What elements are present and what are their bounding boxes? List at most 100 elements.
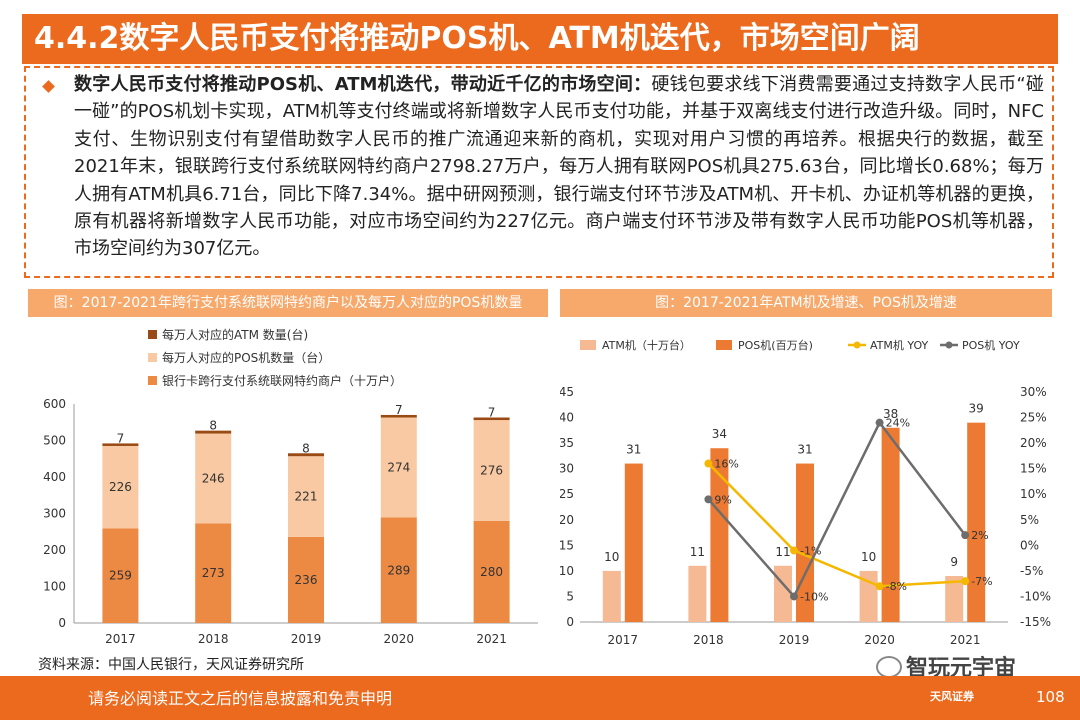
bar (945, 576, 964, 622)
x-tick-label: 2017 (608, 633, 639, 647)
legend-marker (853, 341, 861, 349)
legend-label: POS机(百万台) (738, 338, 813, 352)
data-label: 276 (480, 463, 503, 477)
y-left-tick-label: 10 (560, 564, 574, 578)
x-tick-label: 2019 (291, 632, 322, 646)
bar-value-label: 11 (690, 545, 705, 559)
series-line (707, 420, 967, 599)
x-tick-label: 2018 (693, 633, 724, 647)
y-right-tick-label: 10% (1020, 487, 1047, 501)
y-tick-label: 400 (43, 470, 66, 484)
y-left-tick-label: 30 (560, 462, 574, 476)
bar (881, 427, 900, 622)
y-left-tick-label: 20 (560, 513, 574, 527)
y-left-tick-label: 5 (566, 589, 574, 603)
bar (624, 463, 643, 622)
bar-value-label: 10 (861, 550, 876, 564)
bar-value-label: 38 (883, 407, 898, 421)
summary-box (24, 66, 1054, 278)
y-left-tick-label: 45 (560, 385, 574, 399)
x-tick-label: 2020 (384, 632, 415, 646)
bar-value-label: 39 (969, 402, 984, 416)
y-left-tick-label: 40 (560, 411, 574, 425)
legend-label: POS机 YOY (962, 338, 1020, 352)
x-tick-label: 2021 (476, 632, 507, 646)
bar-line-combo-chart: 0 5 10 15 20 25 30 35 40 45 -15% -10% -5% 0% 5% 10% 15% 2… (560, 338, 1051, 647)
legend-swatch (148, 376, 157, 385)
disclaimer-text: 请务必阅读正文之后的信息披露和免责申明 (88, 689, 393, 708)
bar (774, 565, 792, 622)
y-left-tick-label: 25 (560, 487, 574, 501)
data-label: 7 (488, 406, 496, 420)
data-label: 259 (109, 569, 132, 583)
bar (967, 422, 986, 622)
figure2-caption: 图：2017-2021年ATM机及增速、POS机及增速 (560, 289, 1052, 317)
bar-segment (102, 445, 139, 529)
bar-segment (380, 417, 417, 518)
bar-segment (473, 420, 510, 521)
bar-segment (473, 520, 510, 623)
x-tick-label: 2018 (198, 632, 229, 646)
y-tick-label: 200 (43, 543, 66, 557)
footer-bar (0, 676, 1080, 720)
bar-value-label: 34 (712, 427, 727, 441)
line-point (961, 577, 970, 586)
legend-label: 每万人对应的ATM 数量(台) (162, 327, 308, 342)
y-right-tick-label: 0% (1020, 538, 1039, 552)
legend-swatch (580, 340, 596, 350)
legend-label: 银行卡跨行支付系统联网特约商户（十万户） (162, 373, 402, 388)
y-right-tick-label: -5% (1020, 564, 1043, 578)
bar-segment (195, 523, 232, 623)
bar-segment (380, 414, 417, 418)
brand-logo: 天风证券 (930, 690, 974, 703)
y-right-tick-label: 15% (1020, 462, 1047, 476)
y-right-tick-label: 25% (1020, 411, 1047, 425)
y-right-tick-label: 20% (1020, 436, 1047, 450)
line-point (790, 592, 798, 601)
bar-segment (102, 528, 139, 623)
y-tick-label: 600 (43, 397, 66, 411)
line-value-label: -8% (886, 580, 907, 593)
y-tick-label: 100 (43, 580, 66, 594)
data-label: 274 (387, 461, 410, 475)
legend-marker (945, 341, 953, 349)
line-value-label: 16% (714, 458, 738, 471)
legend-label: ATM机 YOY (870, 338, 929, 352)
data-label: 8 (209, 419, 217, 433)
y-right-tick-label: -15% (1020, 615, 1051, 629)
y-tick-label: 0 (58, 616, 66, 630)
legend-label: ATM机（十万台） (602, 338, 691, 352)
y-tick-label: 300 (43, 507, 66, 521)
line-point (875, 418, 884, 427)
bar-value-label: 10 (604, 550, 619, 564)
bar-segment (195, 433, 232, 524)
source-note: 资料来源：中国人民银行，天风证券研究所 (38, 657, 304, 673)
summary-lead: 数字人民币支付将推动POS机、ATM机迭代，带动近千亿的市场空间： (74, 74, 652, 95)
stacked-bar-chart: 0 100 200 300 400 500 600 259 226 7 2017 273 246 8 201… (43, 327, 538, 646)
y-tick-label: 500 (43, 434, 66, 448)
bar (710, 448, 729, 622)
data-label: 280 (480, 565, 503, 579)
data-label: 221 (295, 490, 318, 504)
wechat-icon (876, 656, 902, 678)
line-value-label: -10% (800, 590, 828, 603)
data-label: 7 (117, 431, 125, 445)
series-line (707, 462, 966, 588)
legend-swatch (716, 340, 732, 350)
x-tick-label: 2020 (864, 633, 895, 647)
bar-value-label: 31 (797, 443, 812, 457)
y-left-tick-label: 15 (560, 538, 574, 552)
y-right-tick-label: 5% (1020, 513, 1039, 527)
bar-segment (288, 456, 324, 537)
legend-swatch (148, 330, 157, 339)
line-point (790, 546, 798, 555)
data-label: 273 (202, 566, 225, 580)
bar (602, 570, 621, 622)
bar-segment (288, 536, 324, 623)
bar-segment (195, 430, 232, 434)
summary-body: 硬钱包要求线下消费需要通过支持数字人民币“碰一碰”的POS机划卡实现，ATM机等… (74, 74, 1044, 260)
y-left-tick-label: 0 (566, 615, 574, 629)
data-label: 226 (109, 480, 132, 494)
legend-label: 每万人对应的POS机数量（台） (162, 350, 330, 365)
data-label: 246 (202, 471, 225, 485)
